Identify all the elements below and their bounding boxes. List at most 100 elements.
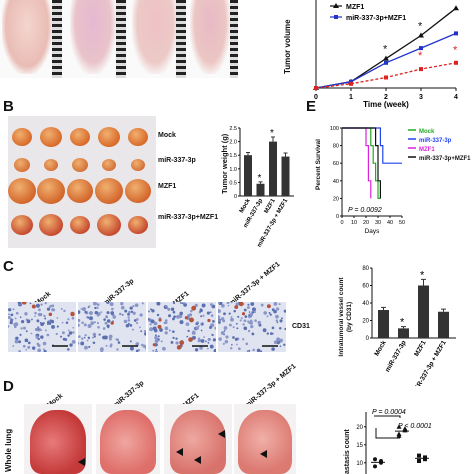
panel-d-point bbox=[417, 459, 421, 463]
ihc-nucleus bbox=[152, 349, 155, 352]
panel-d-pvalue-2: P < 0.0001 bbox=[398, 423, 432, 430]
ihc-nucleus bbox=[14, 339, 19, 344]
ihc-nucleus bbox=[156, 302, 161, 306]
ihc-nucleus bbox=[120, 305, 125, 310]
ihc-nucleus bbox=[56, 317, 59, 319]
ihc-nucleus bbox=[110, 311, 115, 315]
panel-e-xtick-label: 20 bbox=[363, 220, 369, 226]
ihc-nucleus bbox=[276, 321, 279, 324]
ihc-nucleus bbox=[111, 307, 114, 311]
lung-photo-mir bbox=[96, 404, 160, 474]
panel-d-point bbox=[423, 455, 427, 460]
ihc-nucleus bbox=[135, 342, 140, 346]
panel-c-label: C bbox=[3, 258, 14, 275]
panel-b-weight-chart: 00.51.01.52.02.5Mock*miR-337-3p*MZF1miR-… bbox=[229, 126, 294, 249]
ihc-nucleus bbox=[210, 303, 213, 307]
panel-e-xtick-label: 50 bbox=[399, 220, 405, 226]
ihc-nucleus bbox=[103, 318, 106, 321]
ihc-nucleus bbox=[162, 346, 166, 351]
ihc-nucleus bbox=[43, 349, 47, 352]
ihc-nucleus bbox=[112, 315, 117, 319]
ihc-nucleus bbox=[279, 319, 283, 323]
ihc-nucleus bbox=[18, 349, 21, 352]
panel-a-point-mzf1 bbox=[383, 55, 389, 61]
ihc-nucleus bbox=[211, 333, 214, 337]
ihc-nucleus bbox=[191, 330, 196, 335]
ihc-nucleus bbox=[130, 310, 134, 313]
ihc-nucleus bbox=[93, 302, 97, 306]
ihc-nucleus bbox=[186, 335, 189, 338]
ihc-cd31-vessel bbox=[191, 305, 197, 311]
ihc-nucleus bbox=[105, 302, 110, 304]
ihc-nucleus bbox=[175, 341, 179, 345]
ihc-nucleus bbox=[275, 314, 279, 319]
panel-a-ylabel: Tumor volume bbox=[283, 19, 292, 74]
ihc-nucleus bbox=[258, 323, 262, 327]
ihc-nucleus bbox=[252, 307, 256, 312]
ihc-cd31-vessel bbox=[241, 312, 246, 316]
tumor-row-label-mir: miR-337-3p bbox=[158, 157, 196, 164]
ihc-nucleus bbox=[128, 310, 131, 314]
ihc-nucleus bbox=[152, 326, 157, 331]
ihc-nucleus bbox=[266, 315, 269, 318]
ihc-nucleus bbox=[256, 348, 261, 352]
ihc-nucleus bbox=[227, 304, 230, 307]
ihc-nucleus bbox=[212, 320, 215, 323]
tumor-specimen bbox=[70, 128, 90, 146]
ihc-nucleus bbox=[218, 319, 221, 322]
ihc-nucleus bbox=[209, 311, 212, 314]
ihc-nucleus bbox=[151, 309, 155, 313]
ihc-col-label-combo: miR-337-3p + MZF1 bbox=[228, 260, 282, 308]
ihc-nucleus bbox=[37, 312, 42, 317]
ihc-nucleus bbox=[179, 302, 182, 304]
ihc-nucleus bbox=[19, 333, 22, 336]
ihc-nucleus bbox=[168, 329, 171, 332]
panel-a-legend: MZF1 miR-337-3p+MZF1 bbox=[330, 3, 406, 22]
metastasis-arrow-icon bbox=[260, 450, 267, 458]
panel-d-point bbox=[373, 457, 377, 462]
ihc-nucleus bbox=[188, 313, 193, 317]
ihc-nucleus bbox=[23, 326, 26, 330]
mouse-photo-3 bbox=[132, 0, 178, 74]
ihc-nucleus bbox=[72, 331, 75, 334]
ihc-nucleus bbox=[153, 321, 158, 326]
lung-col-label-combo: miR-337-3p + MZF1 bbox=[244, 362, 298, 410]
ihc-nucleus bbox=[283, 309, 286, 313]
ihc-nucleus bbox=[129, 324, 133, 327]
lung-photo-mock bbox=[24, 404, 92, 474]
ihc-cd31-vessel bbox=[158, 318, 162, 322]
ihc-nucleus bbox=[141, 343, 144, 347]
panel-b-significance-star: * bbox=[270, 128, 274, 139]
tumor-specimen bbox=[70, 216, 90, 234]
ihc-nucleus bbox=[246, 349, 250, 352]
ihc-nucleus bbox=[81, 337, 84, 340]
ruler-3 bbox=[176, 0, 186, 78]
ihc-image-mzf1 bbox=[148, 302, 216, 352]
ihc-cd31-vessel bbox=[189, 317, 194, 323]
ihc-nucleus bbox=[250, 302, 255, 306]
panel-a-significance-star: * bbox=[418, 50, 423, 62]
ihc-nucleus bbox=[179, 320, 184, 325]
ihc-nucleus bbox=[121, 313, 124, 316]
ihc-nucleus bbox=[67, 334, 70, 337]
ihc-nucleus bbox=[209, 344, 214, 349]
ihc-nucleus bbox=[18, 340, 22, 344]
ihc-nucleus bbox=[46, 307, 51, 311]
ihc-nucleus bbox=[84, 310, 87, 314]
ihc-nucleus bbox=[30, 332, 33, 335]
ihc-nucleus bbox=[218, 337, 222, 341]
ihc-nucleus bbox=[210, 314, 214, 317]
ihc-nucleus bbox=[104, 321, 108, 325]
ihc-nucleus bbox=[43, 348, 45, 351]
panel-e-xtick-label: 0 bbox=[340, 220, 343, 226]
ihc-nucleus bbox=[60, 307, 63, 310]
tumor-specimen bbox=[97, 214, 121, 236]
ihc-nucleus bbox=[232, 326, 235, 329]
ihc-nucleus bbox=[155, 348, 158, 351]
ihc-nucleus bbox=[228, 323, 232, 327]
tumor-specimen bbox=[131, 159, 145, 171]
ihc-nucleus bbox=[102, 327, 106, 330]
ihc-nucleus bbox=[136, 322, 139, 325]
ihc-nucleus bbox=[273, 309, 277, 314]
panel-a-significance-star: * bbox=[418, 21, 423, 33]
